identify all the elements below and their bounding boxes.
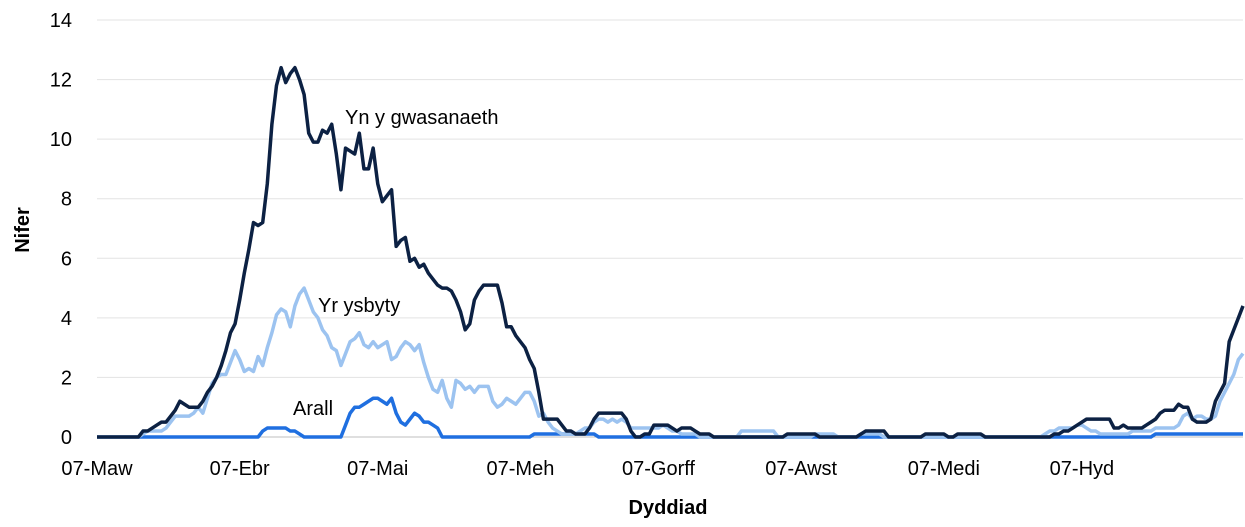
- series-label: Yr ysbyty: [318, 295, 400, 317]
- y-tick-label: 8: [61, 189, 72, 211]
- y-tick-label: 14: [50, 10, 72, 32]
- x-tick-label: 07-Ebr: [210, 458, 270, 480]
- series-line: [97, 286, 1245, 439]
- x-tick-label: 07-Awst: [765, 458, 837, 480]
- x-tick-label: 07-Maw: [61, 458, 133, 480]
- y-axis-title: Nifer: [12, 207, 34, 253]
- y-tick-label: 4: [61, 308, 72, 330]
- x-tick-label: 07-Gorff: [622, 458, 695, 480]
- series-line: [97, 65, 1245, 439]
- x-tick-label: 07-Medi: [908, 458, 980, 480]
- series-label: Yn y gwasanaeth: [345, 107, 498, 129]
- x-axis-title: Dyddiad: [629, 497, 708, 519]
- y-tick-label: 10: [50, 129, 72, 151]
- x-tick-label: 07-Mai: [347, 458, 408, 480]
- y-tick-label: 6: [61, 248, 72, 270]
- y-tick-label: 12: [50, 70, 72, 92]
- series-label: Arall: [293, 398, 333, 420]
- y-tick-label: 2: [61, 367, 72, 389]
- x-tick-label: 07-Hyd: [1050, 458, 1114, 480]
- y-tick-label: 0: [61, 427, 72, 449]
- x-tick-label: 07-Meh: [487, 458, 555, 480]
